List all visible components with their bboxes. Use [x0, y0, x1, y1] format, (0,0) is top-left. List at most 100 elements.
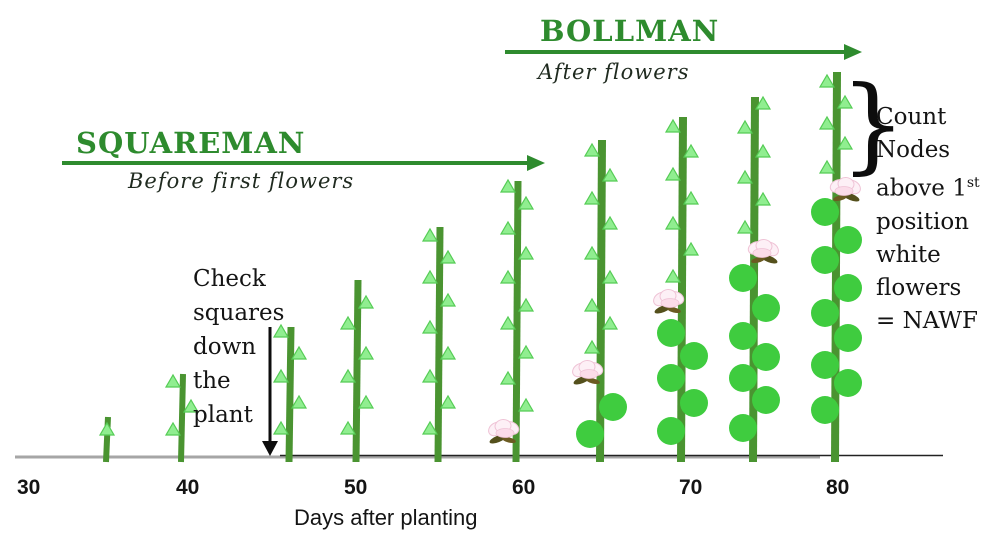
square-icon: [601, 215, 619, 230]
square-icon: [290, 394, 308, 409]
boll-icon: [729, 322, 757, 350]
boll-icon: [752, 294, 780, 322]
square-icon: [339, 420, 357, 435]
white-flower-icon: [747, 238, 779, 264]
boll-icon: [657, 417, 685, 445]
x-axis-title: Days after planting: [294, 505, 478, 530]
nawf-line: Count: [876, 104, 947, 130]
plant-stem: [352, 279, 362, 463]
tick-label-40: 40: [176, 476, 200, 499]
white-flower-icon: [488, 418, 520, 444]
check-squares-line: squares: [193, 300, 285, 326]
squareman-arrow: [62, 155, 545, 171]
plant-stem: [512, 180, 522, 463]
boll-icon: [811, 351, 839, 379]
boll-icon: [680, 342, 708, 370]
plant-day-46: [272, 323, 308, 463]
nawf-line: Nodes: [876, 137, 951, 163]
square-icon: [98, 421, 116, 436]
square-icon: [499, 370, 517, 385]
nawf-line: position: [876, 208, 969, 235]
square-icon: [357, 294, 375, 309]
nawf-brace: }: [840, 63, 907, 185]
square-icon: [290, 345, 308, 360]
square-icon: [421, 227, 439, 242]
square-icon: [499, 315, 517, 330]
tick-label-50: 50: [344, 476, 368, 499]
square-icon: [421, 368, 439, 383]
square-icon: [499, 269, 517, 284]
square-icon: [583, 142, 601, 157]
nawf-line: above 1st: [876, 175, 980, 202]
plant-day-35: [98, 416, 116, 463]
check-squares-line: plant: [193, 402, 253, 428]
bollman-subtitle: After flowers: [538, 60, 690, 84]
square-icon: [517, 195, 535, 210]
nawf-line: white: [876, 241, 941, 268]
plant-day-69: [653, 116, 708, 463]
plant-day-74: [729, 95, 780, 463]
boll-icon: [811, 246, 839, 274]
boll-icon: [811, 198, 839, 226]
square-icon: [664, 215, 682, 230]
bollman-title: BOLLMAN: [540, 14, 720, 48]
square-icon: [583, 245, 601, 260]
square-icon: [421, 420, 439, 435]
boll-icon: [576, 420, 604, 448]
square-icon: [836, 94, 854, 109]
check-squares-line: Check: [193, 266, 266, 292]
superscript-st: st: [966, 175, 980, 191]
square-icon: [339, 315, 357, 330]
square-icon: [583, 190, 601, 205]
boll-icon: [752, 386, 780, 414]
square-icon: [439, 292, 457, 307]
plant-stem: [434, 226, 444, 463]
square-icon: [754, 95, 772, 110]
square-icon: [421, 319, 439, 334]
square-icon: [682, 241, 700, 256]
square-icon: [754, 143, 772, 158]
boll-icon: [657, 364, 685, 392]
nawf-note: Count Nodes above 1st position white flo…: [876, 101, 980, 338]
square-icon: [517, 297, 535, 312]
white-flower-icon: [653, 288, 685, 314]
square-icon: [439, 249, 457, 264]
boll-icon: [834, 274, 862, 302]
plant-stem: [178, 373, 186, 463]
square-icon: [818, 115, 836, 130]
square-icon: [439, 345, 457, 360]
square-icon: [421, 269, 439, 284]
bollman-arrow: [505, 44, 862, 60]
square-icon: [682, 190, 700, 205]
square-icon: [339, 368, 357, 383]
square-icon: [499, 178, 517, 193]
square-icon: [272, 368, 290, 383]
square-icon: [601, 269, 619, 284]
square-icon: [357, 394, 375, 409]
nawf-line: = NAWF: [876, 307, 978, 334]
square-icon: [182, 398, 200, 413]
white-flower-icon: [572, 359, 604, 385]
square-icon: [754, 191, 772, 206]
tick-label-60: 60: [512, 476, 536, 499]
boll-icon: [680, 389, 708, 417]
boll-icon: [599, 393, 627, 421]
square-icon: [736, 119, 754, 134]
check-squares-line: the: [193, 368, 231, 394]
squareman-subtitle: Before first flowers: [128, 169, 355, 193]
square-icon: [517, 397, 535, 412]
boll-icon: [729, 264, 757, 292]
white-flower-icon: [829, 176, 861, 202]
square-icon: [272, 420, 290, 435]
square-icon: [601, 167, 619, 182]
square-icon: [583, 297, 601, 312]
check-squares-line: down: [193, 334, 257, 360]
tick-label-30: 30: [17, 476, 41, 499]
square-icon: [736, 219, 754, 234]
square-icon: [601, 315, 619, 330]
boll-icon: [811, 396, 839, 424]
tick-label-70: 70: [679, 476, 703, 499]
square-icon: [682, 143, 700, 158]
plant-day-50: [339, 279, 375, 463]
square-icon: [736, 169, 754, 184]
